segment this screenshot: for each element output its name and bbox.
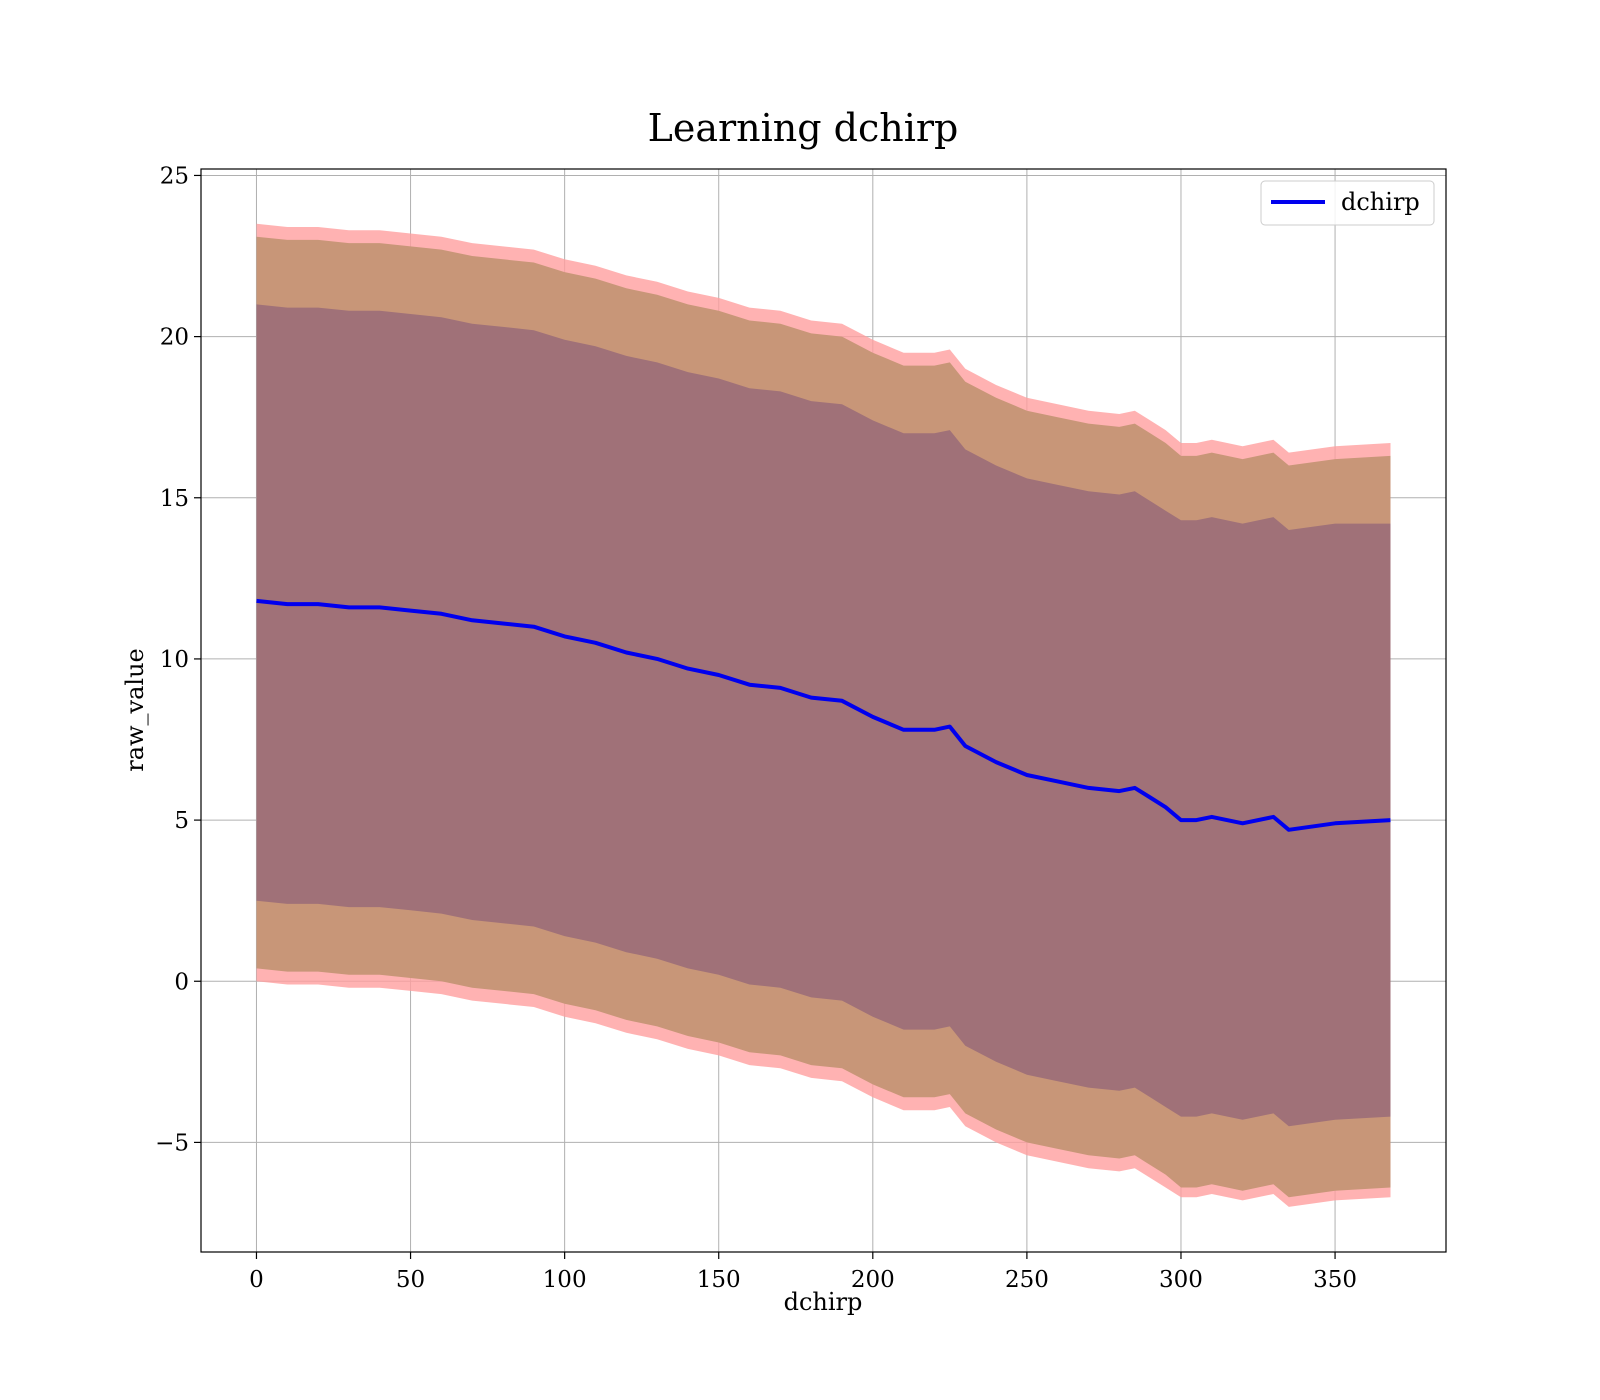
x-tick-label: 150	[697, 1267, 741, 1293]
x-tick-label: 50	[396, 1267, 425, 1293]
x-tick-label: 0	[249, 1267, 264, 1293]
x-tick-label: 350	[1313, 1267, 1357, 1293]
legend-box	[1260, 180, 1435, 226]
series-line-dchirp	[256, 598, 1391, 832]
confidence-bands	[256, 223, 1391, 1207]
legend-label: dchirp	[1341, 188, 1420, 216]
y-axis-label: raw_value	[121, 648, 149, 772]
legend: dchirp	[1260, 180, 1435, 226]
x-tick-label: 200	[851, 1267, 895, 1293]
y-tick-label: 25	[160, 163, 189, 189]
chart-title: Learning dchirp	[648, 106, 959, 150]
y-tick-label: 5	[174, 808, 189, 834]
y-tick-label: 15	[160, 486, 189, 512]
x-tick-label: 300	[1159, 1267, 1203, 1293]
y-tick-label: 0	[174, 969, 189, 995]
series-lines	[256, 598, 1391, 832]
x-tick-label: 250	[1005, 1267, 1049, 1293]
y-tick-label: 20	[160, 325, 189, 351]
y-tick-label: 10	[160, 647, 189, 673]
axis-ticks: 0 50 100 150 200 250 300 350 −5 0 5 10 15 20 25	[155, 163, 1357, 1293]
plot-frame	[200, 168, 1447, 1253]
band-2	[256, 304, 1391, 1127]
x-tick-label: 100	[543, 1267, 587, 1293]
y-tick-label: −5	[155, 1130, 189, 1156]
x-axis-label: dchirp	[784, 1288, 863, 1316]
